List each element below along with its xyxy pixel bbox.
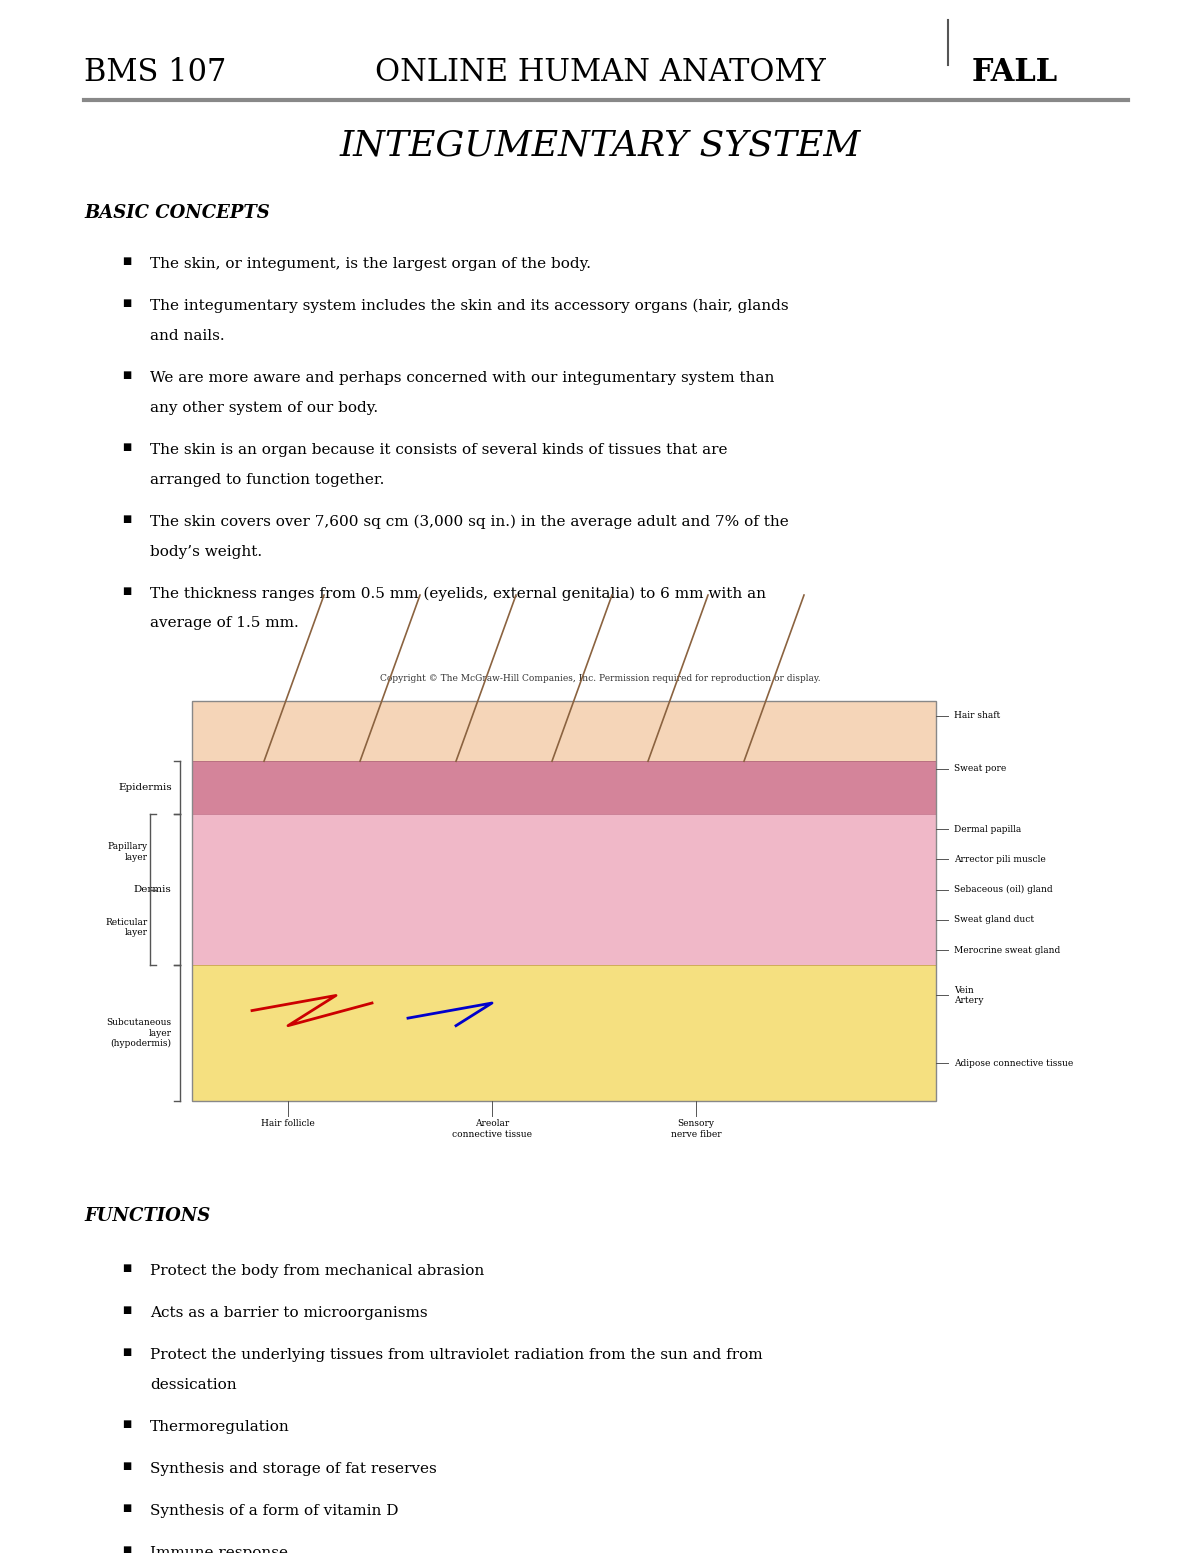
Text: FALL: FALL [972,57,1058,89]
Text: ■: ■ [122,514,132,523]
Text: The thickness ranges from 0.5 mm (eyelids, external genitalia) to 6 mm with an: The thickness ranges from 0.5 mm (eyelid… [150,587,766,601]
Text: ■: ■ [122,1463,132,1471]
Text: average of 1.5 mm.: average of 1.5 mm. [150,617,299,631]
Text: BMS 107: BMS 107 [84,57,227,89]
Text: Sweat pore: Sweat pore [954,764,1007,773]
Text: Adipose connective tissue: Adipose connective tissue [954,1059,1073,1068]
Text: Hair shaft: Hair shaft [954,711,1001,721]
Text: Thermoregulation: Thermoregulation [150,1421,289,1435]
Text: Reticular
layer: Reticular layer [106,918,148,936]
Text: We are more aware and perhaps concerned with our integumentary system than: We are more aware and perhaps concerned … [150,371,774,385]
Text: ■: ■ [122,1348,132,1357]
Text: BASIC CONCEPTS: BASIC CONCEPTS [84,203,270,222]
Text: Sweat gland duct: Sweat gland duct [954,915,1034,924]
Text: The skin covers over 7,600 sq cm (3,000 sq in.) in the average adult and 7% of t: The skin covers over 7,600 sq cm (3,000 … [150,514,788,530]
Text: Protect the body from mechanical abrasion: Protect the body from mechanical abrasio… [150,1264,485,1278]
Text: Vein
Artery: Vein Artery [954,986,984,1005]
Text: Areolar
connective tissue: Areolar connective tissue [452,1120,532,1138]
Text: The integumentary system includes the skin and its accessory organs (hair, gland: The integumentary system includes the sk… [150,298,788,314]
Text: dessication: dessication [150,1379,236,1393]
Text: ■: ■ [122,371,132,380]
Text: Acts as a barrier to microorganisms: Acts as a barrier to microorganisms [150,1306,427,1320]
Text: ■: ■ [122,1547,132,1553]
Text: The skin, or integument, is the largest organ of the body.: The skin, or integument, is the largest … [150,256,592,270]
Bar [192,966,936,1101]
Text: Dermal papilla: Dermal papilla [954,825,1021,834]
Text: FUNCTIONS: FUNCTIONS [84,1207,210,1225]
Text: any other system of our body.: any other system of our body. [150,401,378,415]
Text: Merocrine sweat gland: Merocrine sweat gland [954,946,1061,955]
Text: Arrector pili muscle: Arrector pili muscle [954,856,1045,863]
Text: ■: ■ [122,1264,132,1273]
Text: Synthesis of a form of vitamin D: Synthesis of a form of vitamin D [150,1505,398,1519]
Text: ■: ■ [122,1306,132,1315]
Text: ■: ■ [122,298,132,307]
Text: INTEGUMENTARY SYSTEM: INTEGUMENTARY SYSTEM [340,129,860,163]
Text: Protect the underlying tissues from ultraviolet radiation from the sun and from: Protect the underlying tissues from ultr… [150,1348,763,1362]
Text: arranged to function together.: arranged to function together. [150,472,384,486]
Text: Synthesis and storage of fat reserves: Synthesis and storage of fat reserves [150,1463,437,1477]
Text: ONLINE HUMAN ANATOMY: ONLINE HUMAN ANATOMY [374,57,826,89]
Text: The skin is an organ because it consists of several kinds of tissues that are: The skin is an organ because it consists… [150,443,727,457]
Text: Hair follicle: Hair follicle [262,1120,314,1129]
Text: Subcutaneous
layer
(hypodermis): Subcutaneous layer (hypodermis) [107,1019,172,1048]
Text: Papillary
layer: Papillary layer [108,842,148,862]
Text: ■: ■ [122,256,132,266]
Text: Sensory
nerve fiber: Sensory nerve fiber [671,1120,721,1138]
Bar [192,700,936,761]
Text: Sebaceous (oil) gland: Sebaceous (oil) gland [954,885,1052,895]
Text: Copyright © The McGraw-Hill Companies, Inc. Permission required for reproduction: Copyright © The McGraw-Hill Companies, I… [379,674,821,683]
Text: and nails.: and nails. [150,329,224,343]
Text: ■: ■ [122,587,132,596]
Bar [192,814,936,966]
Text: ■: ■ [122,1505,132,1513]
Text: Epidermis: Epidermis [118,783,172,792]
Text: body’s weight.: body’s weight. [150,545,262,559]
Text: ■: ■ [122,1421,132,1429]
Text: ■: ■ [122,443,132,452]
Bar [192,761,936,814]
Bar [192,700,936,1101]
Text: Dermis: Dermis [134,885,172,895]
Text: Immune response: Immune response [150,1547,288,1553]
